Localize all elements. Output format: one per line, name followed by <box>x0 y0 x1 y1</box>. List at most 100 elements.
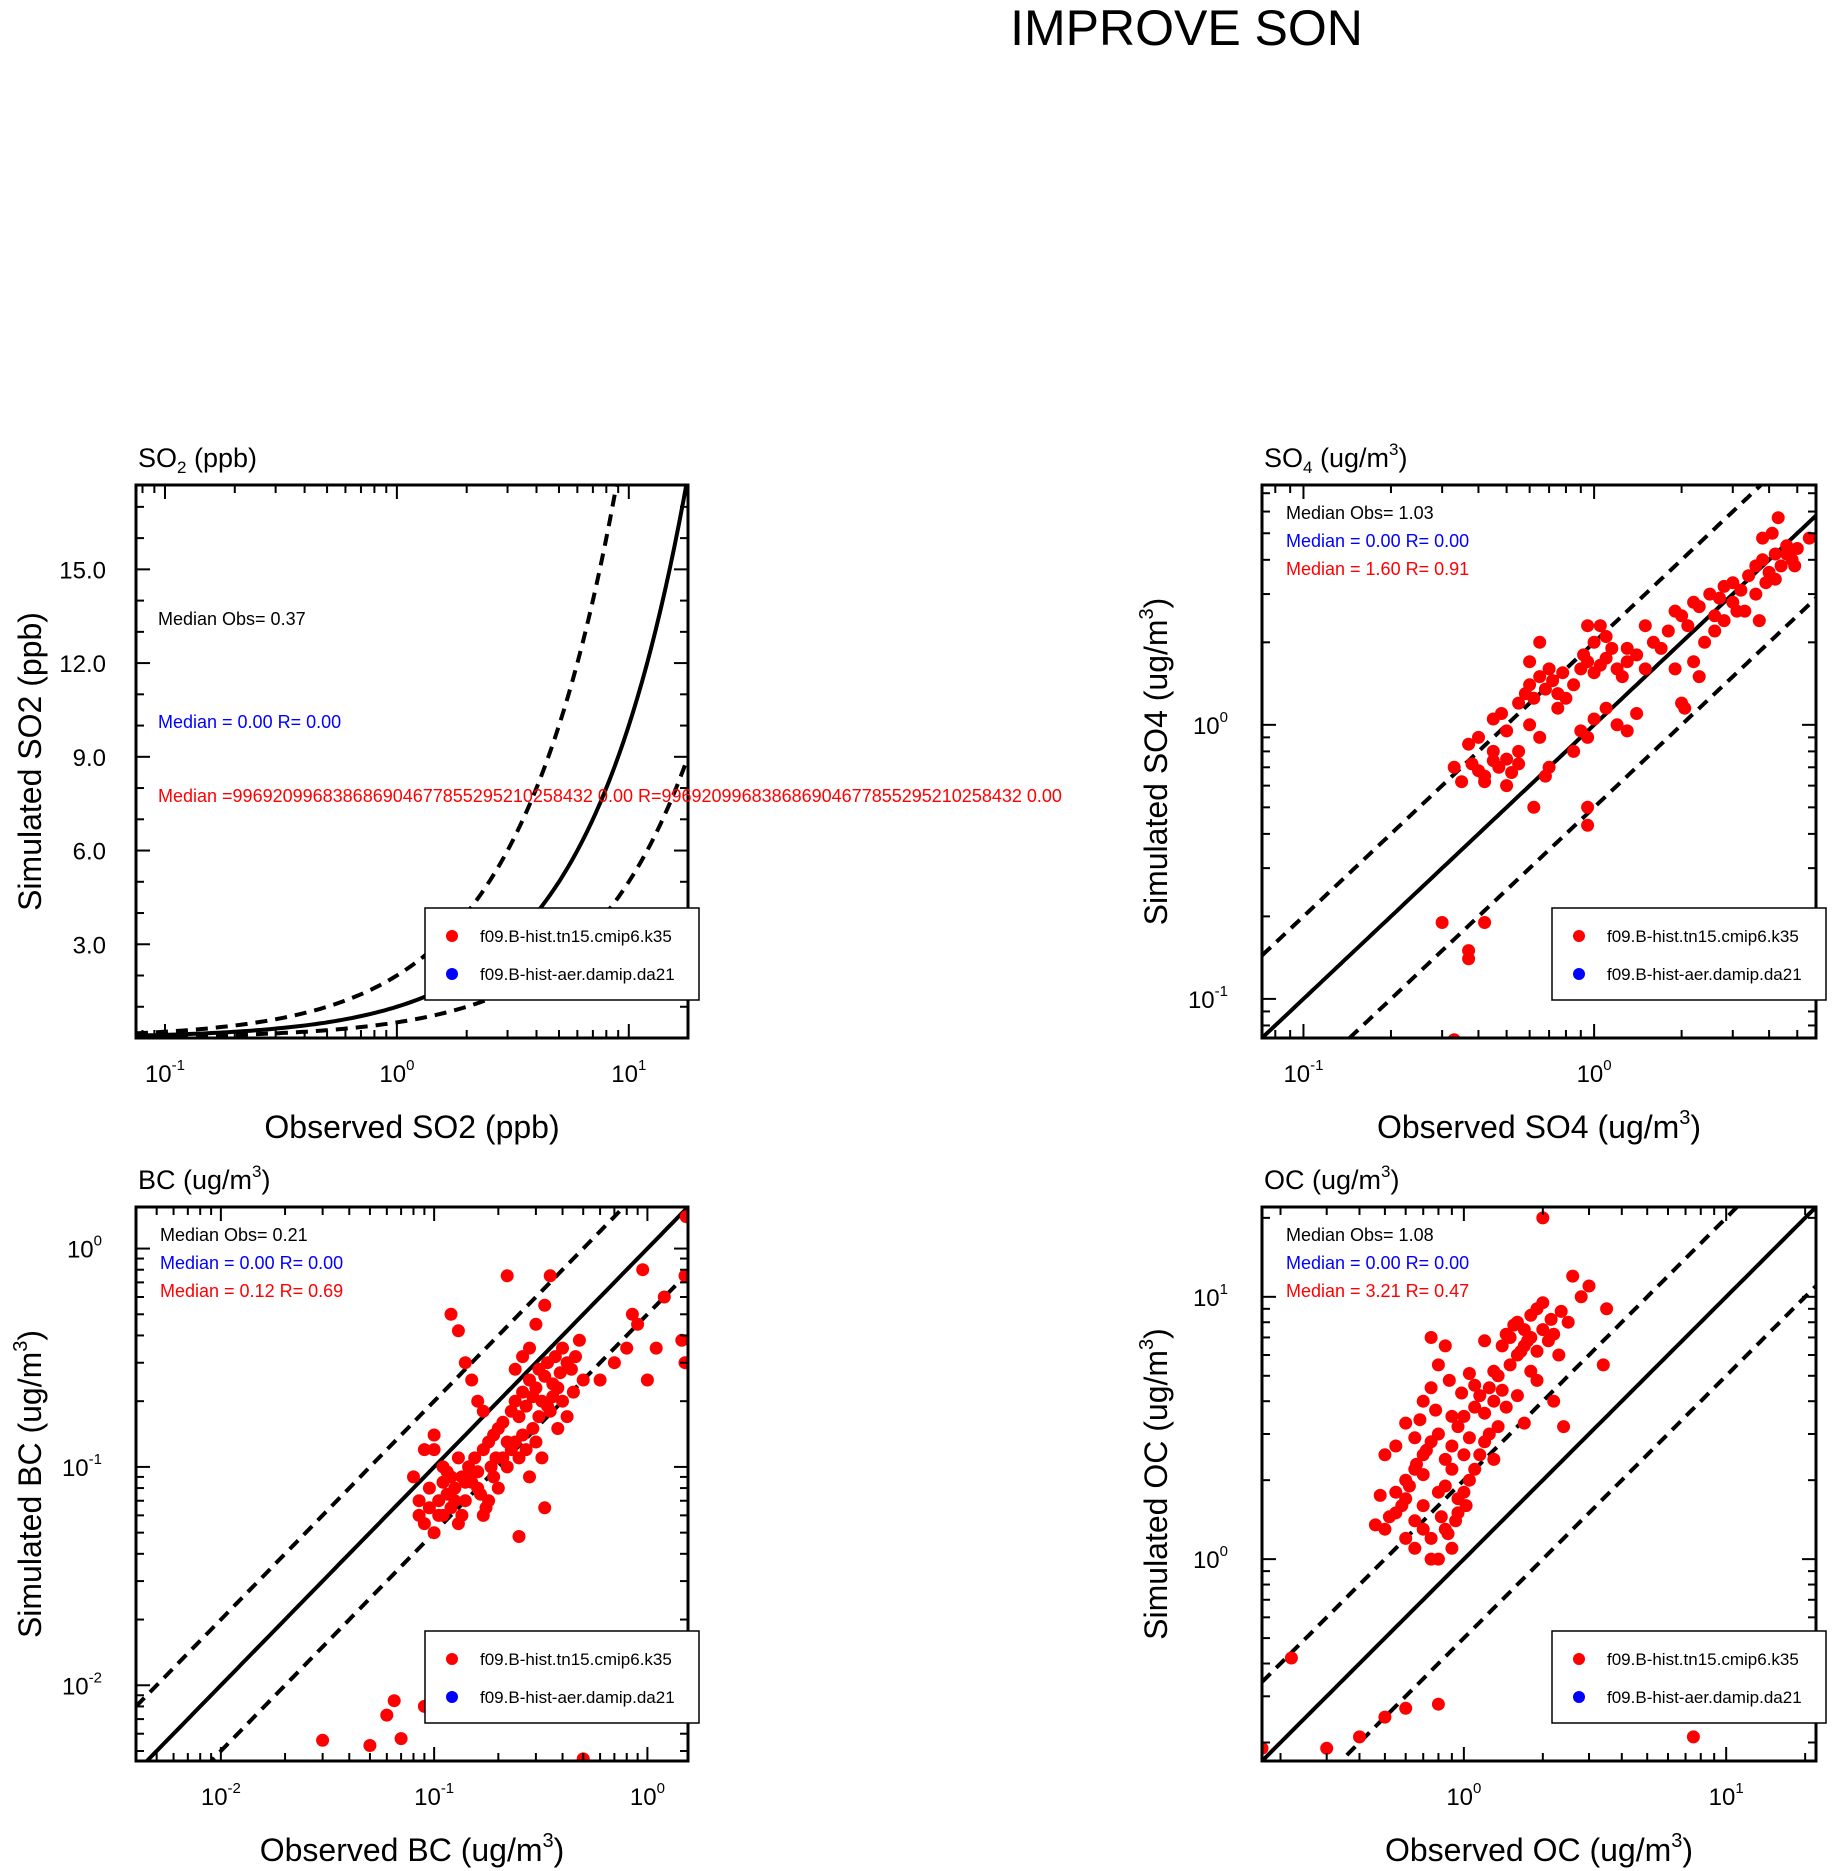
data-point <box>1547 1327 1561 1341</box>
panel-title: BC (ug/m3) <box>138 1162 271 1195</box>
data-point <box>535 1451 549 1465</box>
data-point <box>1468 1378 1482 1392</box>
stat-model-a: Median = 0.12 R= 0.69 <box>160 1281 343 1301</box>
data-point <box>1599 651 1613 665</box>
data-point <box>508 1394 522 1408</box>
data-point <box>1630 648 1644 662</box>
data-point <box>1692 600 1706 614</box>
stat-model-b: Median = 0.00 R= 0.00 <box>1286 531 1469 551</box>
data-point <box>1462 1367 1476 1380</box>
data-point <box>432 1508 446 1522</box>
data-point <box>1771 511 1785 525</box>
data-point <box>1505 766 1519 779</box>
data-point <box>1599 630 1613 643</box>
legend-marker <box>446 930 458 942</box>
data-point <box>1638 662 1652 676</box>
data-point <box>1438 1452 1452 1466</box>
data-point <box>1438 1479 1452 1493</box>
data-point <box>1678 701 1692 715</box>
data-point <box>625 1307 639 1321</box>
data-point <box>1523 718 1537 732</box>
data-point <box>1410 1457 1423 1471</box>
data-point <box>1473 1389 1487 1403</box>
legend: f09.B-hist.tn15.cmip6.k35 f09.B-hist-aer.… <box>424 907 700 1001</box>
data-point <box>1419 1443 1433 1457</box>
x-axis-label: Observed BC (ug/m3) <box>260 1830 565 1868</box>
data-point <box>500 1269 514 1283</box>
data-point <box>1681 619 1695 633</box>
data-point <box>516 1385 530 1399</box>
y-tick-label: 100 <box>1193 1543 1228 1574</box>
chart-oc: 100 101 100 101 OC (ug/m3) Observed OC (ug/m3… <box>1136 1162 1827 1868</box>
data-point <box>1424 1331 1438 1344</box>
y-tick-label: 10-2 <box>62 1669 102 1700</box>
data-point <box>427 1443 441 1457</box>
data-point <box>1686 1730 1700 1744</box>
data-point <box>1605 641 1619 655</box>
data-point <box>465 1373 479 1387</box>
data-point <box>1451 1420 1465 1434</box>
x-tick-label: 100 <box>630 1780 665 1811</box>
data-point <box>1533 635 1547 649</box>
data-point <box>1395 1499 1409 1513</box>
data-point <box>566 1385 580 1399</box>
data-point <box>1389 1485 1403 1499</box>
y-axis-label: Simulated SO2 (ppb) <box>12 612 48 911</box>
data-point <box>556 1394 569 1408</box>
data-point <box>1587 635 1601 649</box>
data-point <box>440 1465 454 1479</box>
data-point <box>1692 670 1706 684</box>
data-point <box>1559 691 1573 705</box>
data-point <box>1445 1439 1459 1453</box>
data-point <box>529 1317 543 1331</box>
data-point <box>1382 1510 1396 1524</box>
data-point <box>1780 547 1794 561</box>
data-point <box>487 1470 501 1484</box>
x-tick-label: 100 <box>379 1057 414 1088</box>
data-point <box>1472 730 1485 744</box>
plot-area <box>1262 1207 1816 1761</box>
data-point <box>529 1435 543 1449</box>
data-point <box>553 1366 567 1380</box>
data-point <box>316 1733 330 1747</box>
data-point <box>1447 1033 1461 1038</box>
data-point <box>1499 1400 1513 1414</box>
y-tick-label: 100 <box>1193 709 1228 740</box>
one-to-one-line <box>136 485 688 1038</box>
data-point <box>1599 701 1613 715</box>
data-point <box>529 1381 543 1395</box>
legend: f09.B-hist.tn15.cmip6.k35 f09.B-hist-aer.… <box>1551 907 1827 1001</box>
data-point <box>1442 1373 1456 1387</box>
legend-label: f09.B-hist-aer.damip.da21 <box>480 1688 675 1707</box>
data-point <box>422 1501 436 1515</box>
data-point <box>1462 1431 1476 1445</box>
data-point <box>1557 1420 1571 1434</box>
data-point <box>427 1428 441 1442</box>
data-point <box>1495 707 1508 720</box>
data-point <box>607 1356 621 1370</box>
data-point <box>1491 1420 1505 1434</box>
legend-label: f09.B-hist.tn15.cmip6.k35 <box>1607 927 1799 946</box>
data-point <box>465 1465 479 1479</box>
data-point <box>1581 730 1595 744</box>
data-point <box>1521 1334 1535 1348</box>
data-point <box>1582 1279 1596 1293</box>
data-point <box>1495 1339 1509 1353</box>
data-point <box>1668 662 1682 676</box>
data-point <box>1500 779 1514 793</box>
data-point <box>1587 712 1601 726</box>
data-point <box>482 1494 496 1508</box>
data-point <box>451 1324 465 1338</box>
data-point <box>1507 1318 1521 1332</box>
data-point <box>538 1369 552 1383</box>
x-tick-label: 10-2 <box>201 1780 241 1811</box>
data-point <box>1768 572 1782 586</box>
data-point <box>417 1443 431 1457</box>
x-tick-label: 100 <box>1446 1780 1481 1811</box>
stat-model-a: Median = 3.21 R= 0.47 <box>1286 1281 1469 1301</box>
data-point <box>1478 1334 1492 1348</box>
data-point <box>1320 1741 1334 1755</box>
data-point <box>1717 614 1731 628</box>
data-point <box>436 1475 450 1489</box>
data-point <box>1492 760 1506 774</box>
